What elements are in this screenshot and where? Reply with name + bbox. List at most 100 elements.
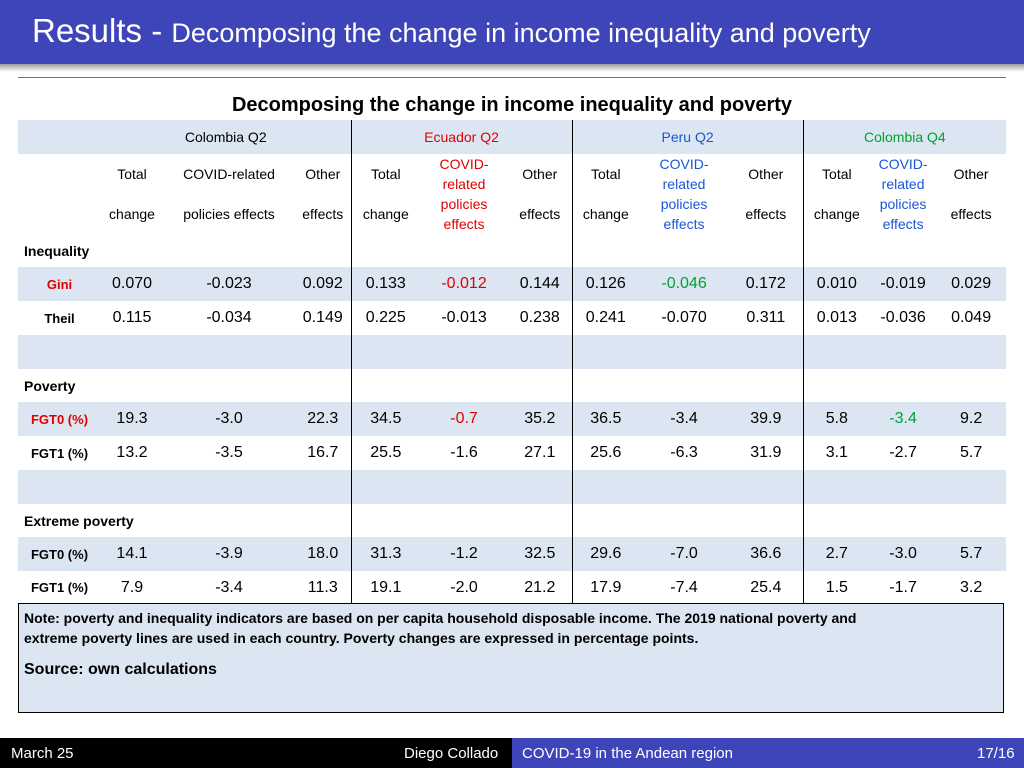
col-total-l2: change (109, 206, 155, 222)
row-label-fgt1: FGT1 (%) (30, 445, 89, 461)
cell: -3.4 (870, 402, 937, 436)
cell: 19.3 (101, 402, 163, 436)
section-spacer (350, 234, 573, 267)
section-spacer (350, 369, 573, 402)
cell: -0.036 (880, 309, 926, 326)
cell: 0.126 (571, 267, 640, 301)
spacer-cell (350, 335, 573, 369)
footer-date: March 25 (11, 745, 74, 762)
table-row-theil: Theil 0.115 -0.034 0.149 0.225 -0.013 0.… (18, 301, 1006, 335)
slide-title-main: Results - (32, 12, 172, 49)
cell: 0.029 (936, 267, 1007, 301)
cell: -0.019 (870, 267, 937, 301)
col-other-l2: effects (745, 206, 787, 222)
slide-title: Results - Decomposing the change in inco… (32, 12, 871, 50)
cell: 19.1 (350, 571, 421, 604)
cell: -0.070 (661, 309, 707, 326)
col-covid-stacked: COVID- related policies effects (878, 156, 928, 232)
cell: 34.5 (350, 402, 421, 436)
cell: 35.2 (508, 402, 573, 436)
spacer-cell (350, 470, 573, 504)
header-rule (18, 77, 1006, 78)
cell: -0.034 (206, 309, 252, 326)
section-label-poverty: Poverty (24, 377, 76, 394)
decomposition-table: Colombia Q2 Ecuador Q2 Peru Q2 Colombia … (18, 120, 1007, 604)
col-total: Total change (101, 154, 163, 234)
col-covid-stacked: COVID- related policies effects (439, 156, 489, 232)
cell: 5.7 (959, 444, 983, 461)
cell: 2.7 (802, 537, 871, 571)
cell: 22.3 (295, 402, 352, 436)
section-spacer (350, 504, 573, 537)
cell: 0.092 (295, 267, 352, 301)
group-header-peru-q2: Peru Q2 (571, 120, 804, 154)
col-other: Other effects (508, 154, 572, 234)
title-bar-shadow (0, 64, 1024, 72)
slide-title-sub: Decomposing the change in income inequal… (171, 18, 871, 48)
note-line-1: Note: poverty and inequality indicators … (24, 610, 857, 626)
cell: 25.5 (350, 436, 421, 470)
cell: 0.049 (951, 309, 992, 326)
group-header-ecuador-q2: Ecuador Q2 (350, 120, 573, 154)
spacer-row (18, 335, 1007, 369)
col-other: Other effects (936, 154, 1006, 234)
cell: -0.013 (441, 309, 487, 326)
col-other-l2: effects (519, 206, 561, 222)
cell: 14.1 (101, 537, 163, 571)
cell: 0.144 (508, 267, 573, 301)
section-inequality: Inequality (18, 234, 1007, 267)
note-line-2: extreme poverty lines are used in each c… (24, 630, 699, 646)
cell: 3.2 (959, 578, 983, 596)
col-covid-l2: policies effects (183, 206, 275, 222)
col-other-l1: Other (305, 166, 341, 182)
table-caption: Decomposing the change in income inequal… (231, 94, 793, 116)
cell: 32.5 (508, 537, 573, 571)
row-label-gini: Gini (18, 267, 101, 301)
col-total-l2: change (813, 206, 860, 222)
cell: 18.0 (295, 537, 352, 571)
col-total-l1: Total (117, 166, 147, 182)
cell: 0.172 (729, 267, 804, 301)
cell: 17.9 (571, 571, 640, 604)
cell: -6.3 (670, 444, 698, 461)
footer-left: March 25 Diego Collado (0, 738, 512, 768)
cell: 25.6 (571, 436, 640, 470)
row-label-theil: Theil (44, 310, 75, 326)
section-poverty: Poverty (18, 369, 1007, 402)
cell: 36.5 (571, 402, 640, 436)
cell: 3.1 (802, 436, 871, 470)
cell: 13.2 (116, 444, 148, 461)
cell: -1.6 (450, 444, 478, 461)
note-source: Source: own calculations (24, 661, 217, 678)
section-label-inequality: Inequality (24, 242, 90, 259)
spacer-cell (802, 335, 1007, 369)
col-total: Total change (571, 154, 640, 234)
cell: 16.7 (307, 444, 339, 461)
spacer-cell (571, 470, 804, 504)
cell: 5.7 (936, 537, 1007, 571)
table-row-fgt0: FGT0 (%) 19.3 -3.0 22.3 34.5 -0.7 35.2 3… (18, 402, 1007, 436)
col-total: Total change (802, 154, 871, 234)
group-header-colombia-q4: Colombia Q4 (802, 120, 1007, 154)
section-spacer (802, 504, 1007, 537)
column-header-label (18, 154, 101, 234)
section-extreme-poverty: Extreme poverty (18, 504, 1007, 537)
footer-talk-title: COVID-19 in the Andean region (522, 745, 733, 762)
cell: -0.012 (420, 267, 509, 301)
cell: -2.0 (450, 578, 478, 596)
title-bar: Results - Decomposing the change in inco… (0, 0, 1024, 72)
cell: -7.0 (639, 537, 730, 571)
col-total-l1: Total (591, 166, 621, 182)
col-other-l2: effects (950, 206, 992, 222)
cell: 1.5 (802, 571, 871, 604)
cell: 0.241 (571, 301, 640, 335)
col-covid: COVID-related policies effects (163, 154, 295, 234)
cell: 11.3 (307, 578, 338, 596)
cell: 7.9 (120, 578, 144, 596)
cell: 0.115 (112, 309, 152, 326)
cell: 39.9 (729, 402, 804, 436)
slide-footer: March 25 Diego Collado COVID-19 in the A… (0, 738, 1024, 768)
cell: 5.8 (802, 402, 871, 436)
row-label-extreme-fgt0: FGT0 (%) (18, 537, 101, 571)
cell: 31.9 (750, 444, 782, 461)
